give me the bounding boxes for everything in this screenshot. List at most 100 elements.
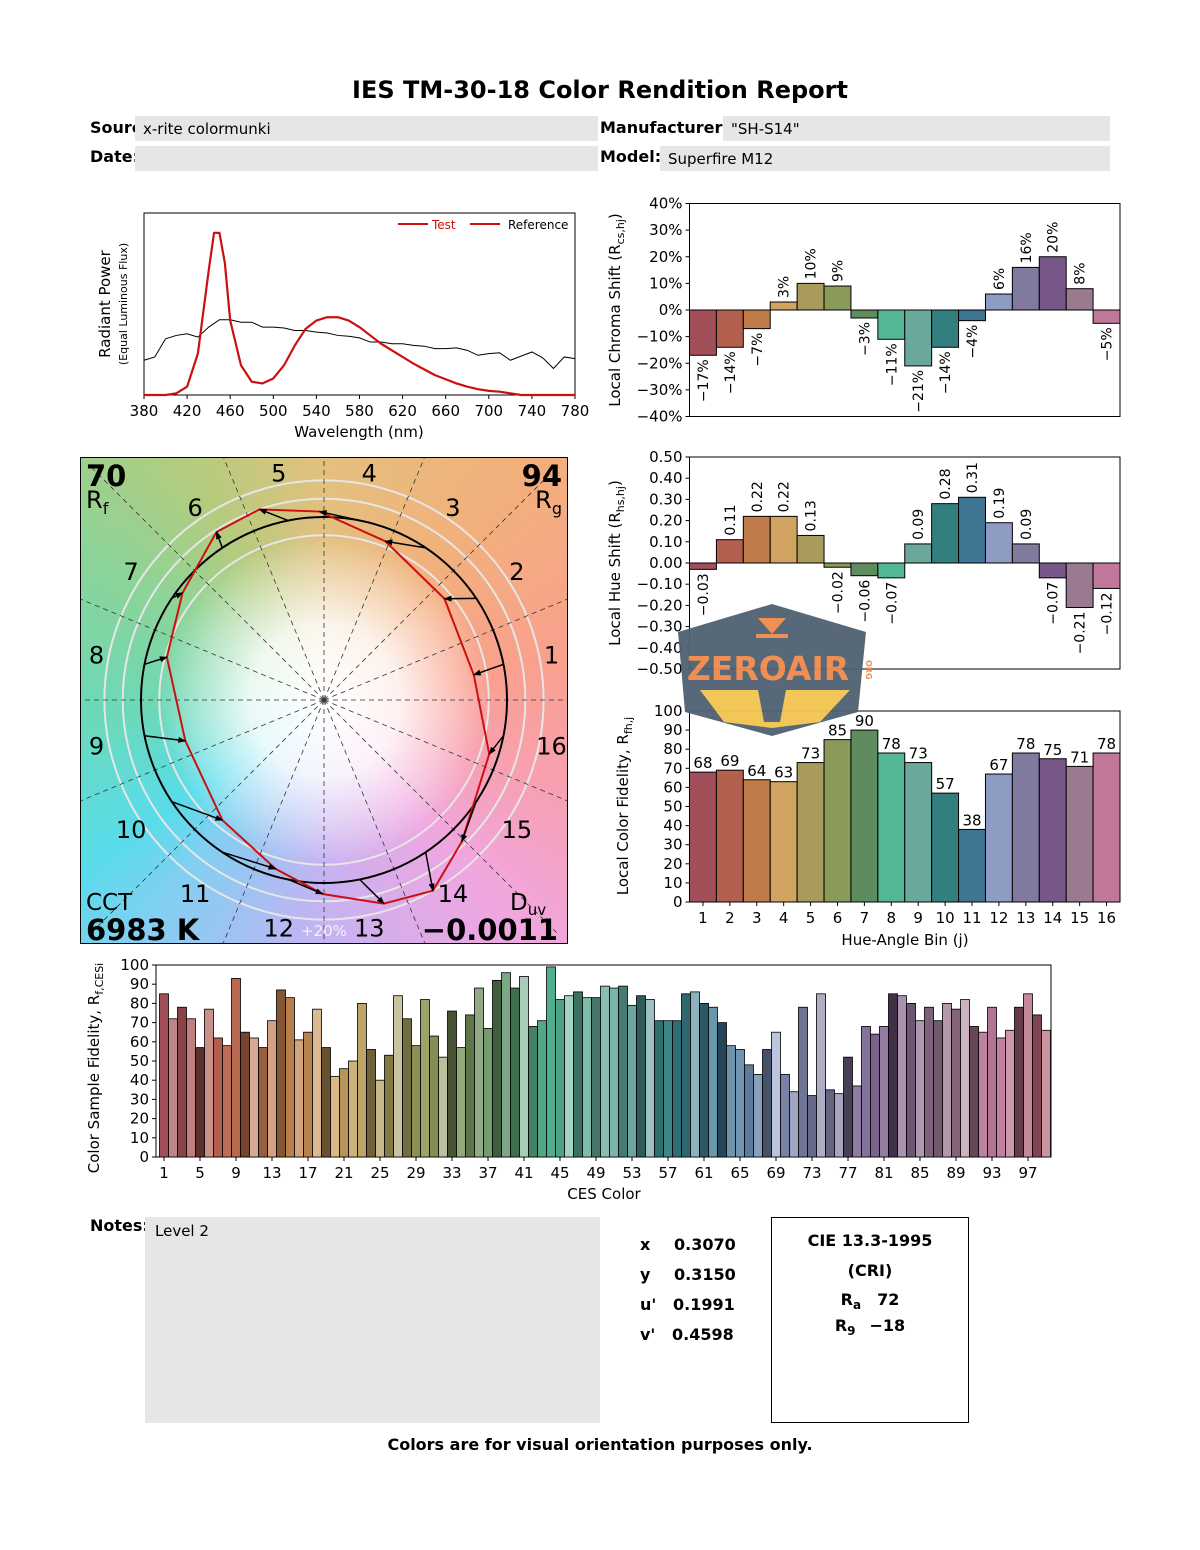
ylabel-text: Local Chroma Shift (R bbox=[606, 244, 624, 406]
x-tick-label: 65 bbox=[730, 1164, 749, 1182]
x-tick-label: 97 bbox=[1018, 1164, 1037, 1182]
bar-bin-9 bbox=[904, 543, 933, 564]
bar-value-label: 85 bbox=[828, 722, 847, 740]
shift-arrow-bin-13 bbox=[359, 878, 385, 905]
bar-bin-9 bbox=[904, 762, 933, 903]
ces-bar-15 bbox=[285, 997, 295, 1158]
ces-bar-37 bbox=[483, 1027, 493, 1158]
ces-bar-38 bbox=[492, 979, 502, 1158]
bar-bin-15 bbox=[1065, 288, 1094, 311]
bar-bin-1 bbox=[689, 309, 717, 356]
ces-bar-78 bbox=[852, 1085, 862, 1158]
x-tick-label: 37 bbox=[478, 1164, 497, 1182]
shift-arrow-bin-1 bbox=[472, 663, 504, 676]
y-tick-label: 100 bbox=[120, 956, 149, 974]
ces-bar-34 bbox=[456, 1047, 466, 1158]
ces-bar-54 bbox=[636, 995, 646, 1158]
bar-bin-1 bbox=[689, 771, 717, 903]
y-tick-label: 0.00 bbox=[649, 554, 682, 572]
bar-bin-11 bbox=[958, 309, 986, 322]
x-tick-label: 7 bbox=[860, 909, 870, 927]
bar-value-label: −0.12 bbox=[1100, 592, 1116, 635]
y-tick-label: 0.30 bbox=[649, 490, 682, 508]
y-tick-label: 30% bbox=[649, 221, 682, 239]
bar-bin-9 bbox=[904, 309, 933, 367]
ces-bar-19 bbox=[321, 1047, 331, 1158]
bin-boundary-line bbox=[90, 699, 325, 934]
duv-letter: D bbox=[510, 890, 528, 916]
bar-bin-12 bbox=[984, 773, 1013, 903]
r9-letter: R bbox=[834, 1316, 848, 1336]
ces-bar-60 bbox=[690, 991, 700, 1158]
ces-bar-64 bbox=[726, 1045, 736, 1158]
ces-xlabel: CES Color bbox=[567, 1185, 641, 1203]
x-tick-label: 700 bbox=[474, 402, 503, 420]
bin-number-label: 7 bbox=[123, 558, 138, 586]
ces-bar-43 bbox=[537, 1020, 547, 1158]
shift-arrow-bin-7 bbox=[171, 592, 184, 599]
bar-value-label: 68 bbox=[693, 754, 712, 772]
zeroair-watermark-logo: ZEROAIR ORG bbox=[678, 604, 873, 736]
vector-graphic-annotations: 70 Rf 94 Rg CCT 6983 K Duv −0.0011 bbox=[86, 459, 562, 947]
bar-bin-3 bbox=[742, 779, 771, 903]
bar-value-label: −0.07 bbox=[1046, 582, 1062, 625]
x-tick-label: 41 bbox=[514, 1164, 533, 1182]
x-tick-label: 620 bbox=[388, 402, 417, 420]
x-tick-label: 740 bbox=[518, 402, 547, 420]
ces-bar-1 bbox=[159, 993, 169, 1158]
ces-bar-76 bbox=[834, 1093, 844, 1158]
bar-value-label: 3% bbox=[777, 276, 793, 298]
spectrum-ylabel: Radiant Power bbox=[96, 249, 114, 358]
spectrum-xlabel: Wavelength (nm) bbox=[294, 423, 424, 441]
ces-bar-89 bbox=[951, 1008, 961, 1158]
y-tick-label: 50 bbox=[130, 1052, 149, 1070]
ces-bar-65 bbox=[735, 1049, 745, 1158]
ces-bar-46 bbox=[564, 995, 574, 1158]
y-tick-label: 10 bbox=[663, 874, 682, 892]
model-label: Model: bbox=[600, 147, 662, 166]
ces-bar-26 bbox=[384, 1054, 394, 1158]
bin-number-label: 3 bbox=[445, 494, 460, 522]
y-tick-label: −0.40 bbox=[637, 639, 683, 657]
ces-bar-67 bbox=[753, 1074, 763, 1158]
bar-value-label: −4% bbox=[965, 325, 981, 359]
ylabel-end: ) bbox=[606, 480, 624, 486]
y-tick-label: −0.50 bbox=[637, 660, 683, 678]
ylabel-text: Local Color Fidelity, R bbox=[614, 734, 632, 895]
bar-bin-6 bbox=[823, 562, 852, 568]
bar-value-label: −3% bbox=[857, 322, 873, 356]
bin-number-label: 16 bbox=[536, 732, 567, 760]
ces-bar-92 bbox=[978, 1031, 988, 1158]
bin-boundary-line bbox=[323, 699, 426, 943]
shift-arrow-bin-8 bbox=[144, 656, 168, 666]
x-tick-label: 93 bbox=[982, 1164, 1001, 1182]
bin-boundary-line bbox=[323, 466, 558, 701]
ces-bar-10 bbox=[240, 1031, 250, 1158]
x-tick-label: 580 bbox=[345, 402, 374, 420]
ces-bar-98 bbox=[1032, 1014, 1042, 1158]
x-tick-label: 16 bbox=[1097, 909, 1116, 927]
reference-spectrum-line bbox=[143, 319, 576, 370]
bar-value-label: 0.28 bbox=[938, 468, 954, 499]
spectrum-ylabel2: (Equal Luminous Flux) bbox=[117, 243, 130, 365]
y-tick-label: 0.10 bbox=[649, 533, 682, 551]
bar-value-label: 78 bbox=[1097, 735, 1116, 753]
bar-bin-7 bbox=[850, 309, 879, 319]
bar-bin-5 bbox=[796, 762, 825, 903]
cri-r9-row: R9 −18 bbox=[772, 1316, 968, 1338]
chroma-ylabel: Local Chroma Shift (Rcs,hj) bbox=[606, 213, 627, 407]
ces-bar-4 bbox=[186, 1018, 196, 1158]
ces-bar-66 bbox=[744, 1064, 754, 1158]
ces-bar-70 bbox=[780, 1074, 790, 1158]
date-label: Date: bbox=[90, 147, 139, 166]
ces-bar-71 bbox=[789, 1091, 799, 1158]
x-tick-label: 12 bbox=[989, 909, 1008, 927]
manufacturer-label: Manufacturer: bbox=[600, 118, 729, 137]
y-tick-label: 60 bbox=[130, 1033, 149, 1051]
x-tick-label: 2 bbox=[725, 909, 735, 927]
bar-value-label: −21% bbox=[911, 370, 927, 413]
bar-bin-11 bbox=[958, 828, 986, 903]
bar-value-label: 16% bbox=[1019, 232, 1035, 263]
y-tick-label: 0.50 bbox=[649, 448, 682, 466]
shift-arrow-bin-3 bbox=[384, 539, 426, 549]
